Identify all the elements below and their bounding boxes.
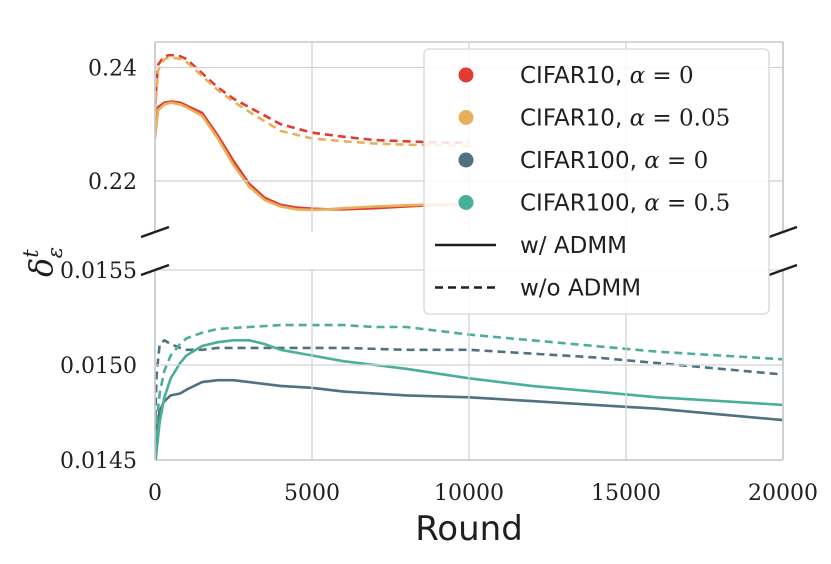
- upper-y-tick-label-1: 0.24: [88, 57, 137, 82]
- x-tick-label-1: 5000: [284, 481, 340, 506]
- legend-alpha-3: α: [644, 191, 660, 217]
- axis-break-mark-3: [768, 263, 798, 277]
- series-line-2: [155, 101, 470, 212]
- legend-value-0: = 0: [645, 63, 694, 89]
- legend-marker-3: [458, 195, 474, 210]
- y-axis-label: δtε: [19, 247, 67, 277]
- legend-label-text-3: CIFAR100,: [520, 191, 644, 217]
- lower-y-tick-label-1: 0.0150: [60, 354, 137, 379]
- legend-label-4: w/ ADMM: [520, 233, 627, 259]
- legend-label-0: CIFAR10, α = 0: [520, 63, 694, 89]
- series-line-1: [155, 53, 469, 144]
- x-tick-label-3: 15000: [591, 481, 661, 506]
- legend-alpha-0: α: [630, 63, 646, 89]
- lower-y-tick-label-2: 0.0155: [60, 259, 137, 284]
- series-line-3: [155, 55, 470, 148]
- svg-text:δtε: δtε: [19, 247, 67, 277]
- legend-label-text-2: CIFAR100,: [520, 148, 644, 174]
- upper-y-tick-label-0: 0.22: [88, 170, 137, 195]
- y-axis-label-sup: t: [19, 249, 43, 258]
- legend-label-2: CIFAR100, α = 0: [520, 148, 708, 174]
- legend-label-3: CIFAR100, α = 0.5: [520, 191, 730, 217]
- legend-marker-0: [458, 67, 474, 83]
- legend-label-5: w/o ADMM: [520, 276, 641, 302]
- x-axis-label: Round: [415, 509, 523, 549]
- lower-y-tick-label-0: 0.0145: [60, 449, 137, 474]
- series-line-4: [155, 378, 783, 451]
- legend-label-text-0: CIFAR10,: [520, 63, 630, 89]
- axis-break-mark-2: [140, 263, 170, 277]
- upper-plot-area: [155, 53, 470, 212]
- legend-box: [423, 48, 770, 315]
- x-tick-label-4: 20000: [748, 481, 818, 506]
- legend-alpha-2: α: [644, 148, 660, 174]
- series-line-6: [155, 338, 783, 460]
- y-axis-label-sub: ε: [43, 247, 67, 258]
- series-line-5: [155, 338, 783, 432]
- y-axis-label-main: δ: [22, 258, 60, 277]
- legend-value-2: = 0: [660, 148, 709, 174]
- axis-break-mark-1: [768, 225, 798, 239]
- legend-alpha-1: α: [630, 106, 646, 132]
- legend-marker-1: [458, 110, 474, 125]
- legend-label-1: CIFAR10, α = 0.05: [520, 106, 730, 132]
- x-tick-label-0: 0: [148, 481, 162, 506]
- legend-label-text-1: CIFAR10,: [520, 106, 630, 132]
- axis-break-mark-0: [140, 225, 170, 239]
- legend-value-3: = 0.5: [660, 191, 730, 217]
- x-tick-label-2: 10000: [434, 481, 504, 506]
- legend-marker-2: [458, 152, 474, 168]
- legend-value-1: = 0.05: [645, 106, 730, 132]
